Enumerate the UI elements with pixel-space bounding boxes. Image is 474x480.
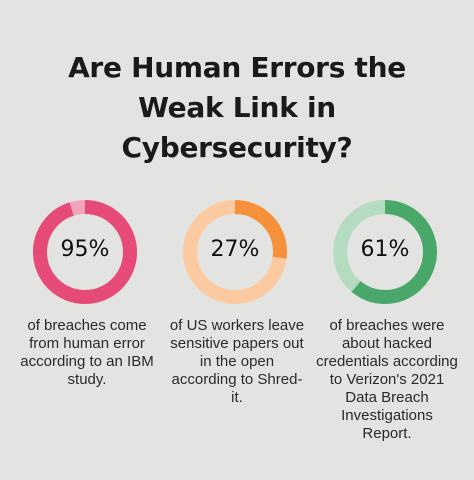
stat-percentage: 61% <box>360 237 410 262</box>
donut-arc <box>183 200 287 304</box>
title-line: Cybersecurity? <box>121 131 353 164</box>
stat-percentage: 27% <box>210 237 260 262</box>
title-line: Are Human Errors the <box>68 51 406 84</box>
description-line: Data Breach <box>345 389 429 406</box>
description-line: it. <box>231 389 243 406</box>
donut-chart <box>333 200 437 304</box>
description-line: Investigations <box>341 407 433 424</box>
description-line: Report. <box>362 425 412 442</box>
description-line: to Verizon's 2021 <box>329 371 445 388</box>
description-line: according to Shred- <box>171 371 303 388</box>
stats-row: 95% of breaches come from human error ac… <box>0 200 474 460</box>
stat-description: of US workers leave sensitive papers out… <box>162 317 312 407</box>
donut-chart <box>183 200 287 304</box>
donut-arc <box>33 200 137 304</box>
page-title: Are Human Errors the Weak Link in Cybers… <box>0 48 474 168</box>
stat-description: of breaches come from human error accord… <box>12 317 162 389</box>
description-line: in the open <box>199 353 275 370</box>
description-line: credentials according <box>316 353 458 370</box>
title-line: Weak Link in <box>138 91 336 124</box>
description-line: study. <box>67 371 107 388</box>
description-line: of breaches come <box>27 317 147 334</box>
stat-description: of breaches were about hacked credential… <box>312 317 462 443</box>
description-line: about hacked <box>341 335 433 352</box>
description-line: according to an IBM <box>20 353 154 370</box>
donut-chart <box>33 200 137 304</box>
description-line: from human error <box>29 335 145 352</box>
donut-arc <box>333 200 437 304</box>
description-line: of US workers leave <box>169 317 305 334</box>
stat-percentage: 95% <box>60 237 110 262</box>
description-line: of breaches were <box>329 317 445 334</box>
description-line: sensitive papers out <box>170 335 304 352</box>
